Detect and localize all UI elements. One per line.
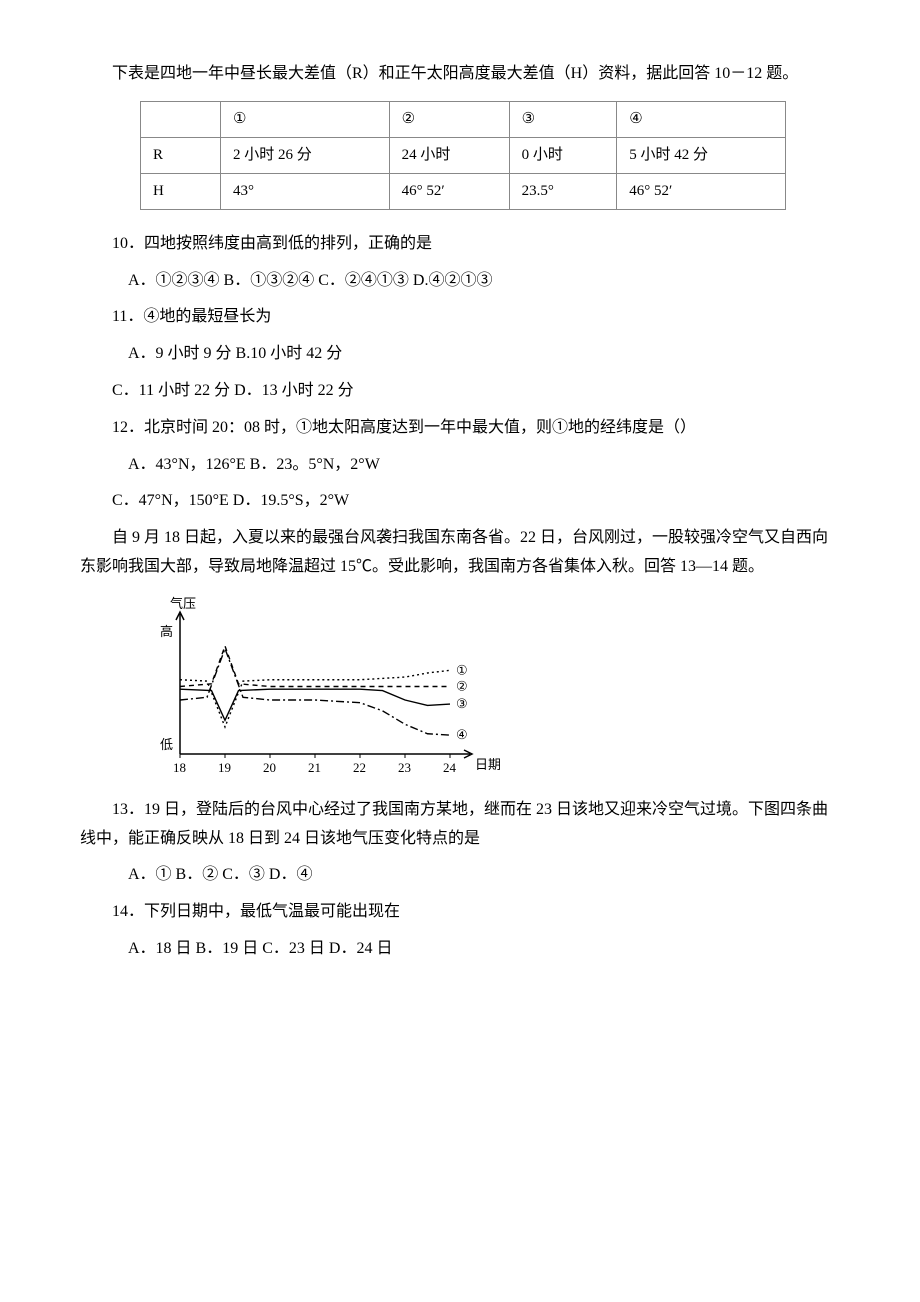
table-cell: ③: [509, 101, 617, 137]
chart-series-labels: ①② ③ ④: [456, 662, 468, 742]
svg-text:③: ③: [456, 696, 468, 711]
intro-chart-text: 自 9 月 18 日起，入夏以来的最强台风袭扫我国东南各省。22 日，台风刚过，…: [80, 524, 840, 582]
intro-table-text: 下表是四地一年中昼长最大差值（R）和正午太阳高度最大差值（H）资料，据此回答 1…: [80, 60, 840, 89]
data-table: ① ② ③ ④ R 2 小时 26 分 24 小时 0 小时 5 小时 42 分…: [140, 101, 786, 210]
table-row: H 43° 46° 52′ 23.5° 46° 52′: [141, 173, 786, 209]
table-cell: 46° 52′: [617, 173, 786, 209]
chart-svg: 气压 高 低 18 19 20 21 22 23 24 日期 ①② ③ ④: [140, 594, 500, 784]
q14-options: A．18 日 B．19 日 C．23 日 D．24 日: [80, 935, 840, 964]
q11-option-line2: C．11 小时 22 分 D．13 小时 22 分: [80, 377, 840, 406]
table-cell: 5 小时 42 分: [617, 137, 786, 173]
svg-text:24: 24: [443, 760, 457, 775]
q14-stem: 14．下列日期中，最低气温最可能出现在: [80, 898, 840, 927]
q13-stem: 13．19 日，登陆后的台风中心经过了我国南方某地，继而在 23 日该地又迎来冷…: [80, 796, 840, 854]
q10-options: A．①②③④ B．①③②④ C．②④①③ D.④②①③: [80, 267, 840, 296]
table-cell: ②: [389, 101, 509, 137]
table-cell: ①: [221, 101, 390, 137]
q12-option-line2: C．47°N，150°E D．19.5°S，2°W: [80, 487, 840, 516]
svg-text:21: 21: [308, 760, 321, 775]
table-cell: 0 小时: [509, 137, 617, 173]
table-cell: 2 小时 26 分: [221, 137, 390, 173]
svg-text:18: 18: [173, 760, 186, 775]
q12-stem: 12．北京时间 20：08 时，①地太阳高度达到一年中最大值，则①地的经纬度是（…: [80, 414, 840, 443]
svg-text:23: 23: [398, 760, 411, 775]
svg-text:19: 19: [218, 760, 231, 775]
table-cell: ④: [617, 101, 786, 137]
table-row: R 2 小时 26 分 24 小时 0 小时 5 小时 42 分: [141, 137, 786, 173]
table-cell: 46° 52′: [389, 173, 509, 209]
chart-x-ticks: 18 19 20 21 22 23 24: [173, 754, 457, 775]
svg-text:22: 22: [353, 760, 366, 775]
svg-text:④: ④: [456, 727, 468, 742]
table-cell: [141, 101, 221, 137]
q10-stem: 10．四地按照纬度由高到低的排列，正确的是: [80, 230, 840, 259]
q12-option-line1: A．43°N，126°E B．23。5°N，2°W: [80, 451, 840, 480]
q13-options: A．① B．② C．③ D．④: [80, 861, 840, 890]
table-cell: 43°: [221, 173, 390, 209]
table-cell: 24 小时: [389, 137, 509, 173]
chart-series-group: [180, 646, 450, 735]
svg-text:①: ①: [456, 662, 468, 677]
table-header-row: ① ② ③ ④: [141, 101, 786, 137]
table-cell: 23.5°: [509, 173, 617, 209]
chart-x-label: 日期: [475, 757, 500, 772]
table-cell: R: [141, 137, 221, 173]
q11-stem: 11．④地的最短昼长为: [80, 303, 840, 332]
table-cell: H: [141, 173, 221, 209]
pressure-chart: 气压 高 低 18 19 20 21 22 23 24 日期 ①② ③ ④: [140, 594, 840, 784]
chart-y-label: 气压: [170, 596, 196, 611]
chart-y-high: 高: [160, 624, 173, 639]
svg-text:20: 20: [263, 760, 276, 775]
q11-option-line1: A．9 小时 9 分 B.10 小时 42 分: [80, 340, 840, 369]
svg-text:②: ②: [456, 678, 468, 693]
chart-y-low: 低: [160, 737, 173, 752]
